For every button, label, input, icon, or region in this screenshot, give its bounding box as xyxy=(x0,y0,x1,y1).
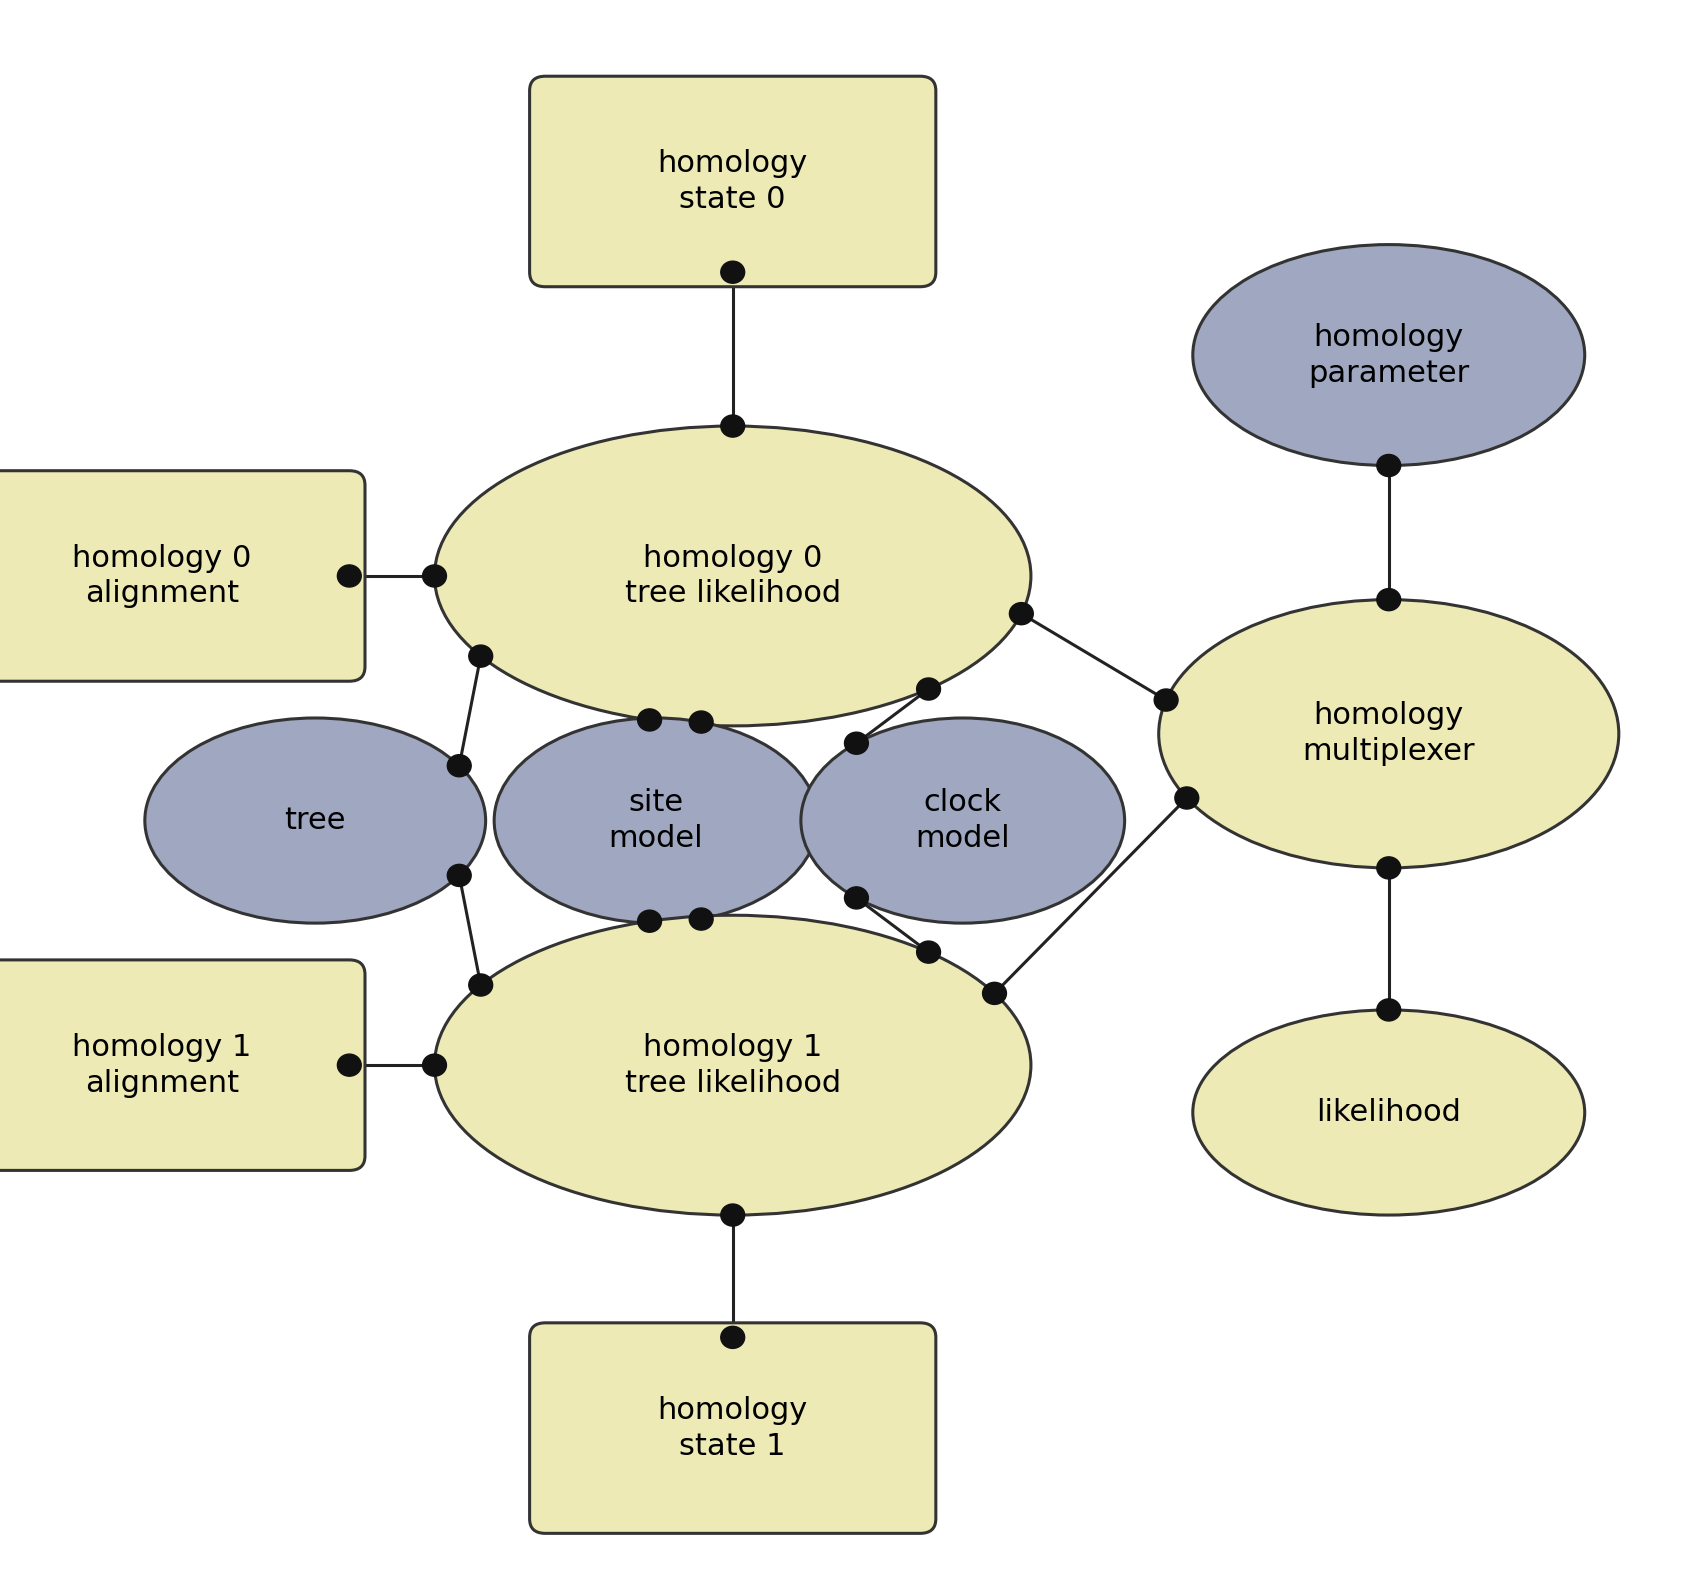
Circle shape xyxy=(721,415,745,437)
Circle shape xyxy=(1174,787,1198,810)
Circle shape xyxy=(448,754,472,776)
FancyBboxPatch shape xyxy=(0,959,365,1171)
Text: homology 0
tree likelihood: homology 0 tree likelihood xyxy=(625,543,840,609)
Circle shape xyxy=(1009,603,1033,625)
Text: tree: tree xyxy=(285,806,346,835)
Ellipse shape xyxy=(1159,600,1619,868)
Circle shape xyxy=(845,732,869,754)
Text: homology
state 0: homology state 0 xyxy=(658,148,808,215)
Circle shape xyxy=(1377,999,1401,1021)
Circle shape xyxy=(983,983,1007,1005)
Text: homology 0
alignment: homology 0 alignment xyxy=(72,543,252,609)
Text: homology
state 1: homology state 1 xyxy=(658,1395,808,1461)
Circle shape xyxy=(337,565,361,587)
Circle shape xyxy=(1377,857,1401,879)
FancyBboxPatch shape xyxy=(0,470,365,682)
Circle shape xyxy=(469,645,492,667)
Ellipse shape xyxy=(145,718,486,923)
Circle shape xyxy=(1377,589,1401,611)
Circle shape xyxy=(423,1054,446,1076)
Ellipse shape xyxy=(801,718,1125,923)
Circle shape xyxy=(423,565,446,587)
Circle shape xyxy=(1377,454,1401,477)
Circle shape xyxy=(1154,690,1177,712)
Text: homology
multiplexer: homology multiplexer xyxy=(1302,701,1476,767)
Circle shape xyxy=(917,679,941,701)
Ellipse shape xyxy=(494,718,818,923)
Circle shape xyxy=(637,911,661,933)
Circle shape xyxy=(448,865,472,887)
Circle shape xyxy=(688,712,712,734)
Ellipse shape xyxy=(1193,1010,1585,1215)
Text: homology 1
alignment: homology 1 alignment xyxy=(72,1032,252,1098)
FancyBboxPatch shape xyxy=(530,1322,935,1534)
Circle shape xyxy=(845,887,869,909)
Text: site
model: site model xyxy=(608,787,704,854)
Circle shape xyxy=(469,974,492,996)
Circle shape xyxy=(721,260,745,284)
Text: homology
parameter: homology parameter xyxy=(1309,322,1469,388)
Circle shape xyxy=(337,1054,361,1076)
Ellipse shape xyxy=(435,915,1031,1215)
Ellipse shape xyxy=(1193,245,1585,466)
Text: homology 1
tree likelihood: homology 1 tree likelihood xyxy=(625,1032,840,1098)
Ellipse shape xyxy=(435,426,1031,726)
Text: likelihood: likelihood xyxy=(1315,1098,1462,1127)
Circle shape xyxy=(637,709,661,731)
Circle shape xyxy=(688,907,712,929)
Text: clock
model: clock model xyxy=(915,787,1010,854)
FancyBboxPatch shape xyxy=(530,76,935,287)
Circle shape xyxy=(721,1204,745,1226)
Circle shape xyxy=(917,940,941,963)
Circle shape xyxy=(721,1326,745,1348)
